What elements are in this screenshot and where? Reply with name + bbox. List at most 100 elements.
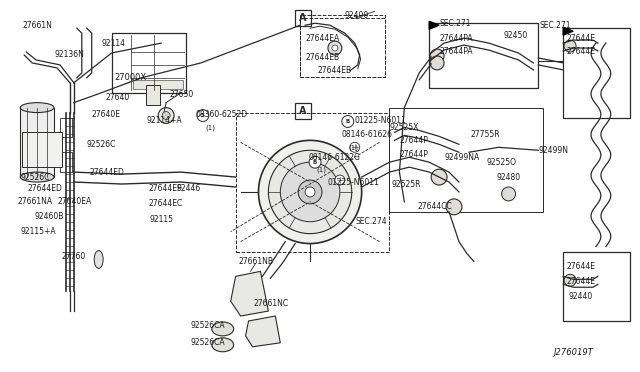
Text: 27661NA: 27661NA <box>17 198 52 206</box>
Text: 92460B: 92460B <box>34 212 63 221</box>
Ellipse shape <box>212 338 234 352</box>
Text: 08146-61626: 08146-61626 <box>342 130 393 139</box>
Circle shape <box>259 140 362 244</box>
Text: 92114+A: 92114+A <box>147 116 182 125</box>
Text: 27644E: 27644E <box>566 46 595 55</box>
Circle shape <box>328 41 342 55</box>
Ellipse shape <box>20 172 54 182</box>
Text: 92526CA: 92526CA <box>191 338 225 347</box>
Bar <box>20 108 54 177</box>
Ellipse shape <box>20 103 54 113</box>
Text: 27644PA: 27644PA <box>439 33 473 43</box>
Text: (1): (1) <box>316 167 326 173</box>
Circle shape <box>335 175 345 185</box>
Text: 92115: 92115 <box>149 215 173 224</box>
Text: 08360-6252D: 08360-6252D <box>196 110 248 119</box>
Bar <box>295 10 311 26</box>
Circle shape <box>158 108 174 124</box>
Text: 27661NC: 27661NC <box>253 299 289 308</box>
Text: 27644E: 27644E <box>566 277 595 286</box>
Text: J276019T: J276019T <box>553 348 593 357</box>
Polygon shape <box>230 271 268 316</box>
Text: 27640: 27640 <box>106 93 130 102</box>
Circle shape <box>309 156 321 168</box>
Bar <box>22 132 62 167</box>
Ellipse shape <box>212 322 234 336</box>
Text: 27650: 27650 <box>169 90 193 99</box>
Bar <box>390 108 543 212</box>
Bar <box>295 103 311 119</box>
Text: 27644E: 27644E <box>566 262 595 271</box>
Text: 27640EA: 27640EA <box>58 198 92 206</box>
Text: 27661NB: 27661NB <box>239 257 274 266</box>
Circle shape <box>280 162 340 222</box>
Text: 92115+A: 92115+A <box>20 227 56 236</box>
Text: 08146-6122G: 08146-6122G <box>308 153 360 162</box>
Bar <box>147 85 160 105</box>
Text: 27644P: 27644P <box>399 136 428 145</box>
Circle shape <box>446 199 462 215</box>
Text: 92526C: 92526C <box>87 140 116 149</box>
Text: 27644EB: 27644EB <box>317 66 351 76</box>
Text: SEC.271: SEC.271 <box>439 19 470 28</box>
Text: 92480: 92480 <box>497 173 521 182</box>
Circle shape <box>350 142 360 152</box>
Text: SEC.274: SEC.274 <box>356 217 387 226</box>
Bar <box>300 18 385 77</box>
Text: 27644EC: 27644EC <box>148 199 182 208</box>
Circle shape <box>332 45 338 51</box>
Text: 92446: 92446 <box>176 185 200 193</box>
Text: 27644PA: 27644PA <box>439 46 473 55</box>
Text: 27000X: 27000X <box>115 73 147 82</box>
Text: 92440: 92440 <box>568 292 593 301</box>
Circle shape <box>502 187 516 201</box>
Text: A: A <box>300 13 307 23</box>
Circle shape <box>431 169 447 185</box>
Text: 27644ED: 27644ED <box>90 168 125 177</box>
Circle shape <box>342 116 354 128</box>
Bar <box>429 23 538 88</box>
Circle shape <box>298 180 322 204</box>
Text: 27644E: 27644E <box>566 33 595 43</box>
Bar <box>133 80 183 89</box>
Text: 92490: 92490 <box>345 11 369 20</box>
Circle shape <box>162 112 170 119</box>
Text: 92499N: 92499N <box>538 146 568 155</box>
Text: 27661N: 27661N <box>22 21 52 30</box>
Bar <box>111 33 186 93</box>
Text: S: S <box>201 113 205 118</box>
Circle shape <box>430 56 444 70</box>
Text: 92525R: 92525R <box>392 180 421 189</box>
Circle shape <box>268 150 352 234</box>
Text: 27755R: 27755R <box>471 130 500 139</box>
Text: 27644P: 27644P <box>399 150 428 159</box>
Polygon shape <box>429 21 439 29</box>
Polygon shape <box>246 316 280 347</box>
Text: B: B <box>313 160 317 165</box>
Text: 92450: 92450 <box>504 31 528 40</box>
Bar <box>563 28 630 118</box>
Bar <box>60 118 72 137</box>
Text: 92525X: 92525X <box>390 123 419 132</box>
Polygon shape <box>563 27 573 35</box>
Bar <box>236 113 390 251</box>
Text: 27644EA: 27644EA <box>305 33 339 43</box>
Text: 92136N: 92136N <box>54 51 84 60</box>
Text: 27644ED: 27644ED <box>28 185 62 193</box>
Text: 27644EB: 27644EB <box>305 54 339 62</box>
Text: 01225-N6011: 01225-N6011 <box>328 177 380 186</box>
Bar <box>60 152 72 172</box>
Circle shape <box>197 110 209 122</box>
Ellipse shape <box>94 250 103 268</box>
Text: SEC.271: SEC.271 <box>540 21 571 30</box>
Text: (1): (1) <box>206 124 216 131</box>
Text: (1): (1) <box>349 144 359 151</box>
Text: 92525O: 92525O <box>487 158 516 167</box>
Text: 01225-N6011: 01225-N6011 <box>355 116 406 125</box>
Circle shape <box>305 187 315 197</box>
Circle shape <box>564 274 576 286</box>
Text: 92526CA: 92526CA <box>191 321 225 330</box>
Circle shape <box>564 40 576 52</box>
Bar <box>563 251 630 321</box>
Text: 92499NA: 92499NA <box>444 153 479 162</box>
